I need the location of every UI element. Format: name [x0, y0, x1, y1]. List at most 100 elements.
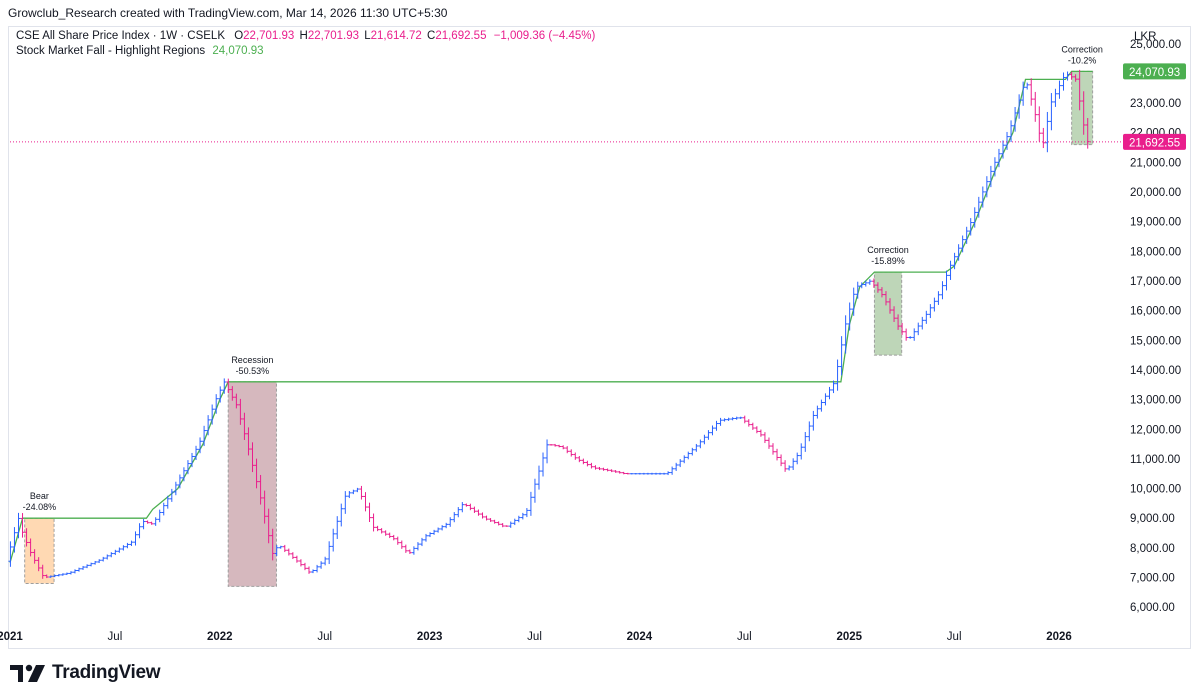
- ohlc-bar: [238, 398, 243, 425]
- ohlc-bar: [355, 487, 360, 493]
- y-tick-label: 25,000.00: [1130, 39, 1181, 51]
- region-correction-box: [1071, 70, 1094, 146]
- tradingview-wordmark: TradingView: [52, 662, 161, 683]
- ohlc-bar: [77, 567, 82, 572]
- ohlc-bar: [16, 512, 21, 539]
- last-price-tag-text: 21,692.55: [1129, 137, 1180, 149]
- ohlc-bar: [904, 328, 909, 341]
- ohlc-bar: [230, 386, 235, 401]
- ohlc-bar: [924, 310, 929, 324]
- ohlc-bar: [198, 437, 203, 454]
- ohlc-bar: [60, 573, 65, 576]
- indicator-value: 24,070.93: [212, 45, 264, 57]
- ohlc-bar: [452, 512, 457, 523]
- ohlc-bar: [593, 465, 598, 470]
- ohlc-bar: [726, 417, 731, 421]
- y-tick-label: 21,000.00: [1130, 157, 1181, 169]
- x-tick-label: 2025: [836, 631, 862, 643]
- ohlc-bar: [347, 491, 352, 499]
- ohlc-bar: [670, 466, 675, 475]
- ohlc-bar: [468, 503, 473, 511]
- ohlc-bar: [181, 467, 186, 482]
- x-tick-label: 2023: [417, 631, 443, 643]
- ohlc-bar: [210, 404, 215, 425]
- y-tick-label: 11,000.00: [1130, 454, 1180, 466]
- ohlc-bar: [984, 176, 989, 198]
- ohlc-bar: [20, 513, 25, 538]
- last-price-tag-box: [1123, 133, 1186, 150]
- ohlc-bar: [1005, 131, 1010, 150]
- ohlc-bar: [686, 451, 691, 460]
- ohlc-bar: [516, 515, 521, 523]
- ohlc-bar: [266, 508, 271, 544]
- ohlc-bar: [464, 503, 469, 507]
- ohlc-bar: [222, 378, 227, 394]
- ohlc-bar: [56, 573, 61, 577]
- ohlc-bar: [339, 503, 344, 527]
- ohlc-bar: [40, 564, 45, 579]
- symbol-title[interactable]: CSE All Share Price Index · 1W · CSELK: [16, 30, 225, 42]
- ohlc-bar: [121, 545, 126, 551]
- ohlc-bar: [746, 419, 751, 427]
- ohlc-bar: [762, 432, 767, 444]
- y-tick-label: 7,000.00: [1130, 573, 1175, 585]
- y-tick-label: 20,000.00: [1130, 187, 1181, 199]
- open-value: 22,701.93: [243, 30, 295, 42]
- ohlc-bar: [1009, 120, 1014, 143]
- ohlc-bar: [787, 465, 792, 471]
- ohlc-bar: [795, 452, 800, 465]
- ohlc-bar: [569, 449, 574, 457]
- ohlc-bar: [666, 471, 671, 476]
- ohlc-bar: [549, 444, 554, 446]
- ohlc-bar: [363, 492, 368, 512]
- ohlc-bar: [791, 458, 796, 470]
- ohlc-bar: [536, 465, 541, 490]
- ohlc-bar: [250, 442, 255, 473]
- ohlc-bar: [952, 252, 957, 270]
- region-percent: -10.2%: [1068, 55, 1097, 65]
- ohlc-bar: [460, 502, 465, 513]
- ohlc-bar: [234, 393, 239, 409]
- ohlc-bar: [637, 472, 642, 475]
- tradingview-logo[interactable]: TradingView: [10, 662, 161, 684]
- ohlc-bar: [137, 523, 142, 539]
- ohlc-bar: [97, 559, 102, 564]
- ohlc-bar: [766, 437, 771, 449]
- ohlc-bar: [270, 528, 275, 561]
- region-bear-box: [24, 517, 55, 584]
- indicator-name[interactable]: Stock Market Fall - Highlight Regions: [16, 45, 206, 57]
- ohlc-bar: [730, 417, 735, 421]
- credit-line: Growclub_Research created with TradingVi…: [8, 6, 448, 20]
- ohlc-bar: [1073, 74, 1078, 82]
- ohlc-bar: [12, 527, 17, 553]
- ohlc-bar: [605, 468, 610, 472]
- currency-label[interactable]: LKR: [1134, 31, 1157, 43]
- ohlc-bar: [750, 422, 755, 430]
- ohlc-bar: [698, 439, 703, 449]
- close-value: 21,692.55: [435, 30, 487, 42]
- ohlc-bar: [44, 574, 49, 579]
- ohlc-bar: [141, 519, 146, 530]
- ohlc-bar: [492, 519, 497, 524]
- ohlc-bar: [202, 425, 207, 447]
- ohlc-bar: [948, 260, 953, 280]
- ohlc-bar: [561, 445, 566, 450]
- ohlc-bar: [742, 415, 747, 424]
- ohlc-bar: [432, 529, 437, 535]
- ohlc-bar: [1025, 82, 1030, 90]
- ohlc-bar: [875, 282, 880, 293]
- y-tick-label: 16,000.00: [1130, 306, 1181, 318]
- symbol-legend: CSE All Share Price Index · 1W · CSELK O…: [16, 30, 595, 42]
- ohlc-bar: [331, 528, 336, 552]
- ohlc-bar: [920, 316, 925, 330]
- y-tick-label: 9,000.00: [1130, 513, 1175, 525]
- ohlc-bar: [871, 278, 876, 288]
- ohlc-bar: [133, 531, 138, 546]
- ohlc-bar: [319, 561, 324, 569]
- ohlc-bar: [577, 455, 582, 463]
- ohlc-bar: [799, 443, 804, 460]
- ohlc-bar: [1017, 94, 1022, 119]
- indicator-legend: Stock Market Fall - Highlight Regions 24…: [16, 45, 264, 57]
- ohlc-bar: [1000, 140, 1005, 159]
